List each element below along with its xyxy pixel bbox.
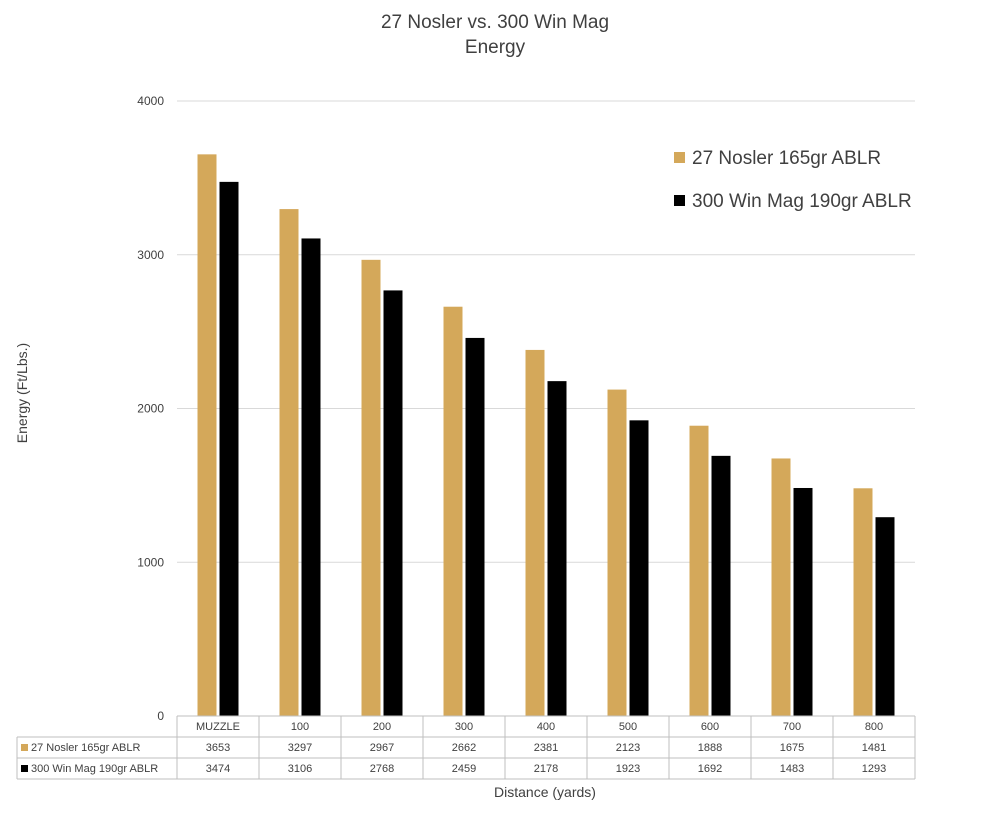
table-cell-value: 1293 xyxy=(862,763,886,775)
bar xyxy=(279,209,299,716)
x-tick-label: 300 xyxy=(455,721,473,733)
bar xyxy=(383,290,403,716)
chart-subtitle: Energy xyxy=(465,37,526,58)
y-axis-title: Energy (Ft/Lbs.) xyxy=(14,343,30,443)
data-table: MUZZLE 100 200 300 400 500 600 700 800 27 Nosler … xyxy=(16,715,916,780)
bar xyxy=(875,517,895,716)
bar xyxy=(301,238,321,716)
x-tick-label: 100 xyxy=(291,721,309,733)
legend-label: 27 Nosler 165gr ABLR xyxy=(692,148,881,169)
y-tick-label: 0 xyxy=(157,709,164,723)
table-legend-swatch xyxy=(21,765,28,772)
table-cell-value: 2381 xyxy=(534,742,558,754)
table-cell-value: 3474 xyxy=(206,763,230,775)
table-cell-value: 1481 xyxy=(862,742,886,754)
table-cell-value: 3106 xyxy=(288,763,312,775)
legend: 27 Nosler 165gr ABLR 300 Win Mag 190gr AB… xyxy=(674,148,912,212)
x-axis-title: Distance (yards) xyxy=(494,784,596,800)
table-series-name: 27 Nosler 165gr ABLR xyxy=(31,742,141,754)
table-legend-swatch xyxy=(21,744,28,751)
legend-swatch xyxy=(674,152,685,163)
table-cell-value: 2459 xyxy=(452,763,476,775)
bar xyxy=(607,389,627,716)
bar xyxy=(197,154,217,716)
bar xyxy=(771,458,791,716)
bar xyxy=(547,381,567,716)
bar xyxy=(793,487,813,716)
x-tick-label: 700 xyxy=(783,721,801,733)
x-tick-label: 200 xyxy=(373,721,391,733)
table-cell-value: 2967 xyxy=(370,742,394,754)
y-tick-label: 1000 xyxy=(137,555,164,569)
bar xyxy=(361,259,381,716)
x-tick-label: MUZZLE xyxy=(196,721,240,733)
gridlines xyxy=(177,100,915,563)
table-cell-value: 2178 xyxy=(534,763,558,775)
bar xyxy=(629,420,649,716)
table-cell-value: 2768 xyxy=(370,763,394,775)
table-cell-value: 1483 xyxy=(780,763,804,775)
x-tick-label: 800 xyxy=(865,721,883,733)
y-tick-label: 4000 xyxy=(137,94,164,108)
x-tick-label: 400 xyxy=(537,721,555,733)
y-tick-label: 2000 xyxy=(137,402,164,416)
bar xyxy=(689,425,709,716)
bar xyxy=(711,455,731,716)
bars xyxy=(197,154,895,716)
table-cell-value: 2123 xyxy=(616,742,640,754)
bar xyxy=(465,337,485,716)
x-tick-label: 500 xyxy=(619,721,637,733)
table-series-name: 300 Win Mag 190gr ABLR xyxy=(31,763,158,775)
table-cell-value: 3297 xyxy=(288,742,312,754)
y-tick-label: 3000 xyxy=(137,248,164,262)
table-cell-value: 1675 xyxy=(780,742,804,754)
table-cell-value: 1692 xyxy=(698,763,722,775)
x-tick-label: 600 xyxy=(701,721,719,733)
bar xyxy=(525,349,545,716)
table-cell-value: 2662 xyxy=(452,742,476,754)
bar xyxy=(219,181,239,716)
table-cell-value: 1923 xyxy=(616,763,640,775)
table-cell-value: 3653 xyxy=(206,742,230,754)
bar xyxy=(443,306,463,716)
legend-label: 300 Win Mag 190gr ABLR xyxy=(692,191,912,212)
y-axis-ticks: 0 1000 2000 3000 4000 xyxy=(137,94,164,723)
bar xyxy=(853,488,873,716)
legend-swatch xyxy=(674,195,685,206)
table-cell-value: 1888 xyxy=(698,742,722,754)
chart-title: 27 Nosler vs. 300 Win Mag xyxy=(381,12,609,33)
